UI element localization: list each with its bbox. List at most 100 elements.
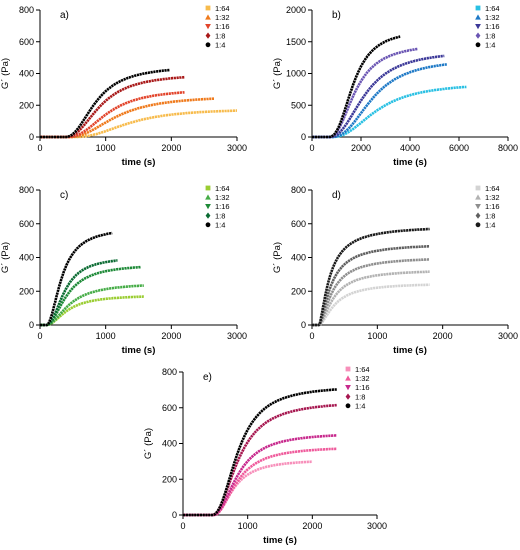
legend-label: 1:4 xyxy=(215,41,225,50)
x-tick-label: 6000 xyxy=(449,143,469,153)
y-axis-label: G´ (Pa) xyxy=(272,58,283,89)
legend-label: 1:8 xyxy=(355,392,365,401)
y-tick-label: 800 xyxy=(19,5,34,15)
legend-label: 1:32 xyxy=(215,193,230,202)
y-tick-label: 200 xyxy=(19,286,34,296)
legend-label: 1:32 xyxy=(355,374,370,383)
legend-label: 1:8 xyxy=(215,31,225,40)
series-line-1-4 xyxy=(40,68,171,139)
series-line-1-64 xyxy=(312,85,467,139)
x-tick-label: 2000 xyxy=(161,143,181,153)
series-line-1-16 xyxy=(312,54,445,139)
legend-marker-1-8 xyxy=(475,212,481,219)
legend-label: 1:64 xyxy=(485,4,500,13)
x-tick-label: 4000 xyxy=(400,143,420,153)
legend-marker-1-64 xyxy=(345,366,351,372)
legend-label: 1:4 xyxy=(355,402,365,411)
x-tick-label: 8000 xyxy=(498,143,518,153)
y-axis-label: G´ (Pa) xyxy=(0,58,11,89)
legend-label: 1:16 xyxy=(355,383,370,392)
x-axis-label: time (s) xyxy=(122,157,156,168)
legend-label: 1:32 xyxy=(215,13,230,22)
x-tick-label: 3000 xyxy=(367,521,387,531)
x-axis-label: time (s) xyxy=(393,345,427,356)
series-line-1-4 xyxy=(312,35,401,139)
legend-marker-1-64 xyxy=(205,5,211,11)
y-tick-label: 600 xyxy=(19,37,34,47)
legend-marker-1-8 xyxy=(205,32,211,39)
chart-panel-c: 0 1000 2000 3000 0 200 400 600 800 time (s) G´ (Pa… xyxy=(0,184,247,356)
series-line-1-16 xyxy=(312,258,430,327)
legend-label: 1:32 xyxy=(485,193,500,202)
x-axis-label: time (s) xyxy=(263,535,297,546)
y-axis-label: G´ (Pa) xyxy=(272,242,283,273)
x-tick-label: 0 xyxy=(180,521,185,531)
chart-panel-b: 0 2000 4000 6000 8000 0 500 1000 1500 2000 time (s… xyxy=(272,4,518,168)
legend-marker-1-64 xyxy=(475,185,481,191)
y-tick-label: 400 xyxy=(19,253,34,263)
legend-marker-1-16 xyxy=(345,385,351,391)
legend-label: 1:8 xyxy=(215,211,225,220)
chart-panel-a: 0 1000 2000 3000 0 200 400 600 800 time (s) G´ (Pa… xyxy=(0,4,247,168)
x-tick-label: 1000 xyxy=(96,331,116,341)
legend-label: 1:16 xyxy=(485,22,500,31)
y-tick-label: 0 xyxy=(29,320,34,330)
y-tick-label: 800 xyxy=(19,185,34,195)
legend-label: 1:8 xyxy=(485,31,495,40)
legend-label: 1:64 xyxy=(355,365,370,374)
legend-marker-1-8 xyxy=(345,393,351,400)
panel-label: d) xyxy=(332,190,341,201)
series-line-1-64 xyxy=(312,283,430,327)
legend-marker-1-32 xyxy=(345,375,351,381)
x-tick-label: 0 xyxy=(37,143,42,153)
legend-label: 1:16 xyxy=(215,22,230,31)
legend-marker-1-4 xyxy=(475,222,481,228)
y-tick-label: 200 xyxy=(19,100,34,110)
legend-marker-1-4 xyxy=(345,403,351,409)
legend-label: 1:64 xyxy=(485,184,500,193)
legend-marker-1-8 xyxy=(475,32,481,39)
x-tick-label: 1000 xyxy=(238,521,258,531)
y-tick-label: 600 xyxy=(291,219,306,229)
legend-marker-1-4 xyxy=(205,222,211,228)
series-line-1-8 xyxy=(40,259,118,327)
series-line-1-16 xyxy=(40,91,185,139)
legend-label: 1:4 xyxy=(215,221,225,230)
panel-label: e) xyxy=(203,372,212,383)
y-tick-label: 0 xyxy=(29,132,34,142)
legend-label: 1:16 xyxy=(215,202,230,211)
y-tick-label: 500 xyxy=(291,100,306,110)
panel-label: b) xyxy=(332,10,341,21)
y-tick-label: 800 xyxy=(162,367,177,377)
x-tick-label: 2000 xyxy=(302,521,322,531)
x-tick-label: 2000 xyxy=(161,331,181,341)
y-tick-label: 600 xyxy=(19,219,34,229)
x-tick-label: 2000 xyxy=(351,143,371,153)
y-tick-label: 1500 xyxy=(286,37,306,47)
y-tick-label: 0 xyxy=(301,320,306,330)
legend-label: 1:4 xyxy=(485,221,495,230)
legend-label: 1:64 xyxy=(215,184,230,193)
y-tick-label: 2000 xyxy=(286,5,306,15)
legend-marker-1-4 xyxy=(475,42,481,48)
series-line-1-16 xyxy=(183,434,337,517)
legend-marker-1-8 xyxy=(205,212,211,219)
legend-marker-1-32 xyxy=(205,14,211,20)
legend-label: 1:64 xyxy=(215,4,230,13)
y-tick-label: 800 xyxy=(291,185,306,195)
y-tick-label: 1000 xyxy=(286,69,306,79)
chart-panel-e: 0 1000 2000 3000 0 200 400 600 800 time (s) G´ (Pa… xyxy=(143,365,387,546)
x-tick-label: 2000 xyxy=(433,331,453,341)
chart-panel-d: 0 1000 2000 3000 0 200 400 600 800 time (s) G´ (Pa… xyxy=(272,184,518,356)
y-tick-label: 200 xyxy=(291,286,306,296)
legend-marker-1-16 xyxy=(475,204,481,210)
panel-label: c) xyxy=(60,190,68,201)
y-axis-label: G´ (Pa) xyxy=(0,242,11,273)
x-tick-label: 3000 xyxy=(227,143,247,153)
y-tick-label: 400 xyxy=(162,439,177,449)
legend-marker-1-32 xyxy=(475,14,481,20)
y-tick-label: 400 xyxy=(291,253,306,263)
series-line-1-32 xyxy=(312,63,447,139)
legend-label: 1:4 xyxy=(485,41,495,50)
x-tick-label: 3000 xyxy=(498,331,518,341)
